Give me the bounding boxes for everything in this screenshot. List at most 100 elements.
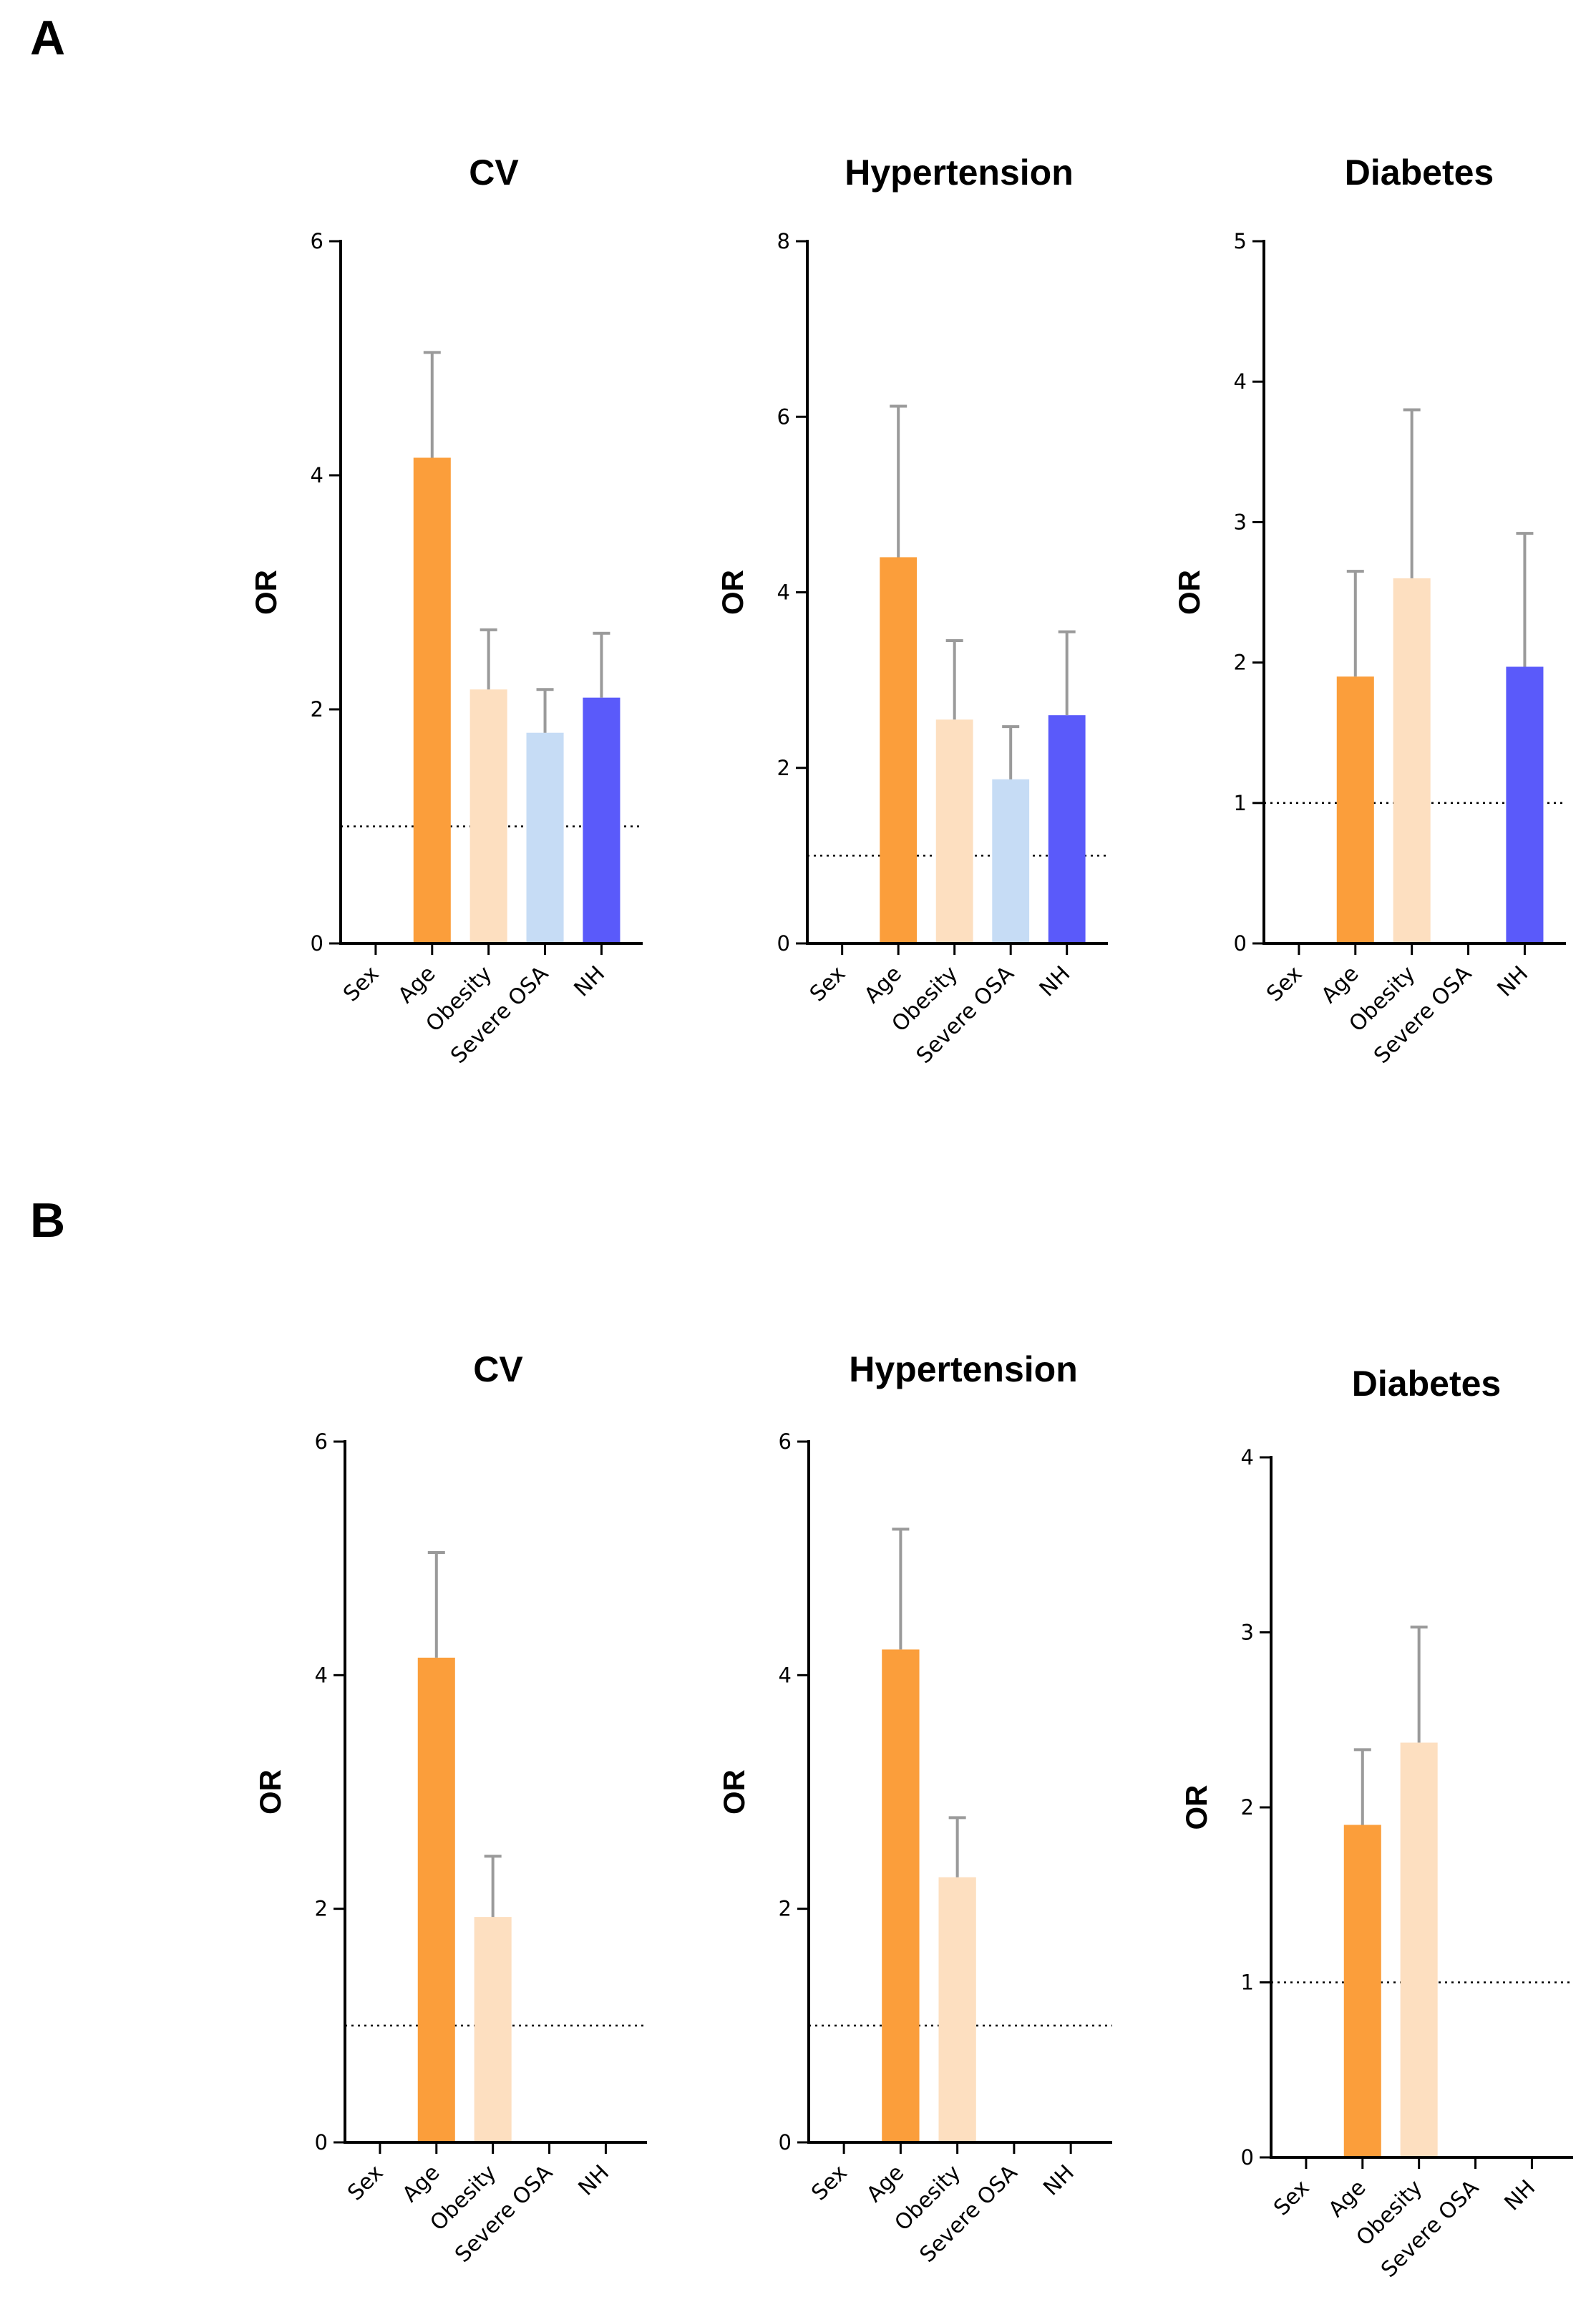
error-bar-age xyxy=(892,1527,910,1650)
bar-obesity xyxy=(474,1917,512,2142)
y-tick-label: 2 xyxy=(315,1897,328,1921)
error-bar-age xyxy=(1353,1748,1371,1825)
bar-nh xyxy=(1048,715,1086,943)
error-bar-nh xyxy=(1516,532,1534,667)
chart-title: Diabetes xyxy=(1345,152,1494,193)
y-tick-label: 4 xyxy=(1241,1445,1254,1470)
x-tick-label-sex: Sex xyxy=(805,961,850,1006)
panel-label-b: B xyxy=(30,1193,65,1248)
y-tick-label: 0 xyxy=(311,931,323,956)
y-tick-label: 0 xyxy=(777,931,790,956)
x-tick-label-age: Age xyxy=(860,961,907,1009)
y-tick-label: 6 xyxy=(315,1429,328,1454)
x-tick-label-nh: NH xyxy=(1500,2175,1541,2216)
bar-obesity xyxy=(1400,1742,1438,2157)
error-bar-nh xyxy=(1058,630,1076,716)
error-bar-nh xyxy=(593,631,610,698)
x-tick-label-age: Age xyxy=(1317,961,1364,1009)
x-tick-label-age: Age xyxy=(394,961,441,1009)
y-axis-title: OR xyxy=(716,570,749,615)
y-tick-label: 4 xyxy=(777,581,790,605)
y-axis-title: OR xyxy=(253,1769,287,1815)
bar-obesity xyxy=(1393,578,1431,943)
error-bar-age xyxy=(1346,570,1364,677)
x-tick-label-severe-osa: Severe OSA xyxy=(1376,2175,1484,2283)
y-tick-label: 2 xyxy=(779,1897,792,1921)
bar-obesity xyxy=(469,689,507,943)
chart-title: CV xyxy=(473,1349,523,1389)
bar-age xyxy=(882,1649,920,2142)
error-bar-obesity xyxy=(484,1855,502,1918)
error-bar-obesity xyxy=(1403,408,1421,578)
y-tick-label: 4 xyxy=(1234,369,1247,394)
x-tick-label-nh: NH xyxy=(1038,2160,1079,2201)
bar-severe-osa xyxy=(526,732,564,943)
x-tick-label-severe-osa: Severe OSA xyxy=(1369,961,1476,1069)
y-tick-label: 1 xyxy=(1234,791,1247,815)
chart-title: Diabetes xyxy=(1352,1364,1501,1404)
x-tick-label-nh: NH xyxy=(570,961,610,1002)
x-tick-label-sex: Sex xyxy=(807,2160,852,2205)
error-bar-obesity xyxy=(1410,1626,1428,1743)
y-tick-label: 6 xyxy=(777,404,790,429)
y-tick-label: 3 xyxy=(1241,1621,1254,1645)
y-tick-label: 8 xyxy=(777,229,790,253)
bar-age xyxy=(413,457,451,943)
error-bar-severe-osa xyxy=(1002,725,1020,779)
x-tick-label-severe-osa: Severe OSA xyxy=(446,961,553,1069)
y-tick-label: 4 xyxy=(311,463,323,487)
chart-title: Hypertension xyxy=(845,152,1074,193)
error-bar-obesity xyxy=(948,1816,966,1878)
bar-nh xyxy=(583,697,621,943)
y-tick-label: 2 xyxy=(311,697,323,722)
bar-obesity xyxy=(938,1877,976,2142)
y-tick-label: 6 xyxy=(311,229,323,253)
x-tick-label-nh: NH xyxy=(1493,961,1534,1002)
bar-nh xyxy=(1506,666,1544,943)
error-bar-age xyxy=(423,351,441,458)
y-axis-title: OR xyxy=(717,1769,751,1815)
error-bar-age xyxy=(890,404,908,558)
y-tick-label: 0 xyxy=(779,2130,792,2155)
y-tick-label: 2 xyxy=(1241,1795,1254,1820)
y-tick-label: 1 xyxy=(1241,1971,1254,1995)
chart-title: CV xyxy=(469,152,519,193)
error-bar-obesity xyxy=(480,628,497,690)
x-tick-label-age: Age xyxy=(1324,2175,1371,2223)
x-tick-label-severe-osa: Severe OSA xyxy=(912,961,1019,1069)
y-axis-title: OR xyxy=(1172,570,1206,615)
x-tick-label-sex: Sex xyxy=(339,961,384,1006)
y-axis-title: OR xyxy=(1179,1785,1213,1830)
y-tick-label: 4 xyxy=(779,1663,792,1687)
x-tick-label-sex: Sex xyxy=(343,2160,388,2205)
y-tick-label: 5 xyxy=(1234,229,1247,253)
chart-title: Hypertension xyxy=(849,1349,1078,1389)
x-tick-label-sex: Sex xyxy=(1269,2175,1314,2220)
bar-obesity xyxy=(935,719,973,943)
y-tick-label: 6 xyxy=(779,1429,792,1454)
x-tick-label-age: Age xyxy=(398,2160,445,2207)
y-tick-label: 3 xyxy=(1234,510,1247,534)
y-axis-title: OR xyxy=(249,570,283,615)
error-bar-severe-osa xyxy=(536,688,554,733)
error-bar-obesity xyxy=(945,638,963,720)
panel-label-a: A xyxy=(30,11,65,65)
x-tick-label-nh: NH xyxy=(1035,961,1076,1002)
y-tick-label: 0 xyxy=(1241,2145,1254,2170)
x-tick-label-age: Age xyxy=(862,2160,909,2207)
x-tick-label-severe-osa: Severe OSA xyxy=(450,2160,558,2268)
x-tick-label-sex: Sex xyxy=(1262,961,1307,1006)
error-bar-age xyxy=(427,1551,445,1658)
y-tick-label: 0 xyxy=(1234,931,1247,956)
y-tick-label: 2 xyxy=(777,756,790,780)
bar-age xyxy=(1336,676,1374,943)
bar-age xyxy=(880,557,918,943)
x-tick-label-nh: NH xyxy=(574,2160,615,2201)
bar-age xyxy=(1343,1825,1381,2157)
